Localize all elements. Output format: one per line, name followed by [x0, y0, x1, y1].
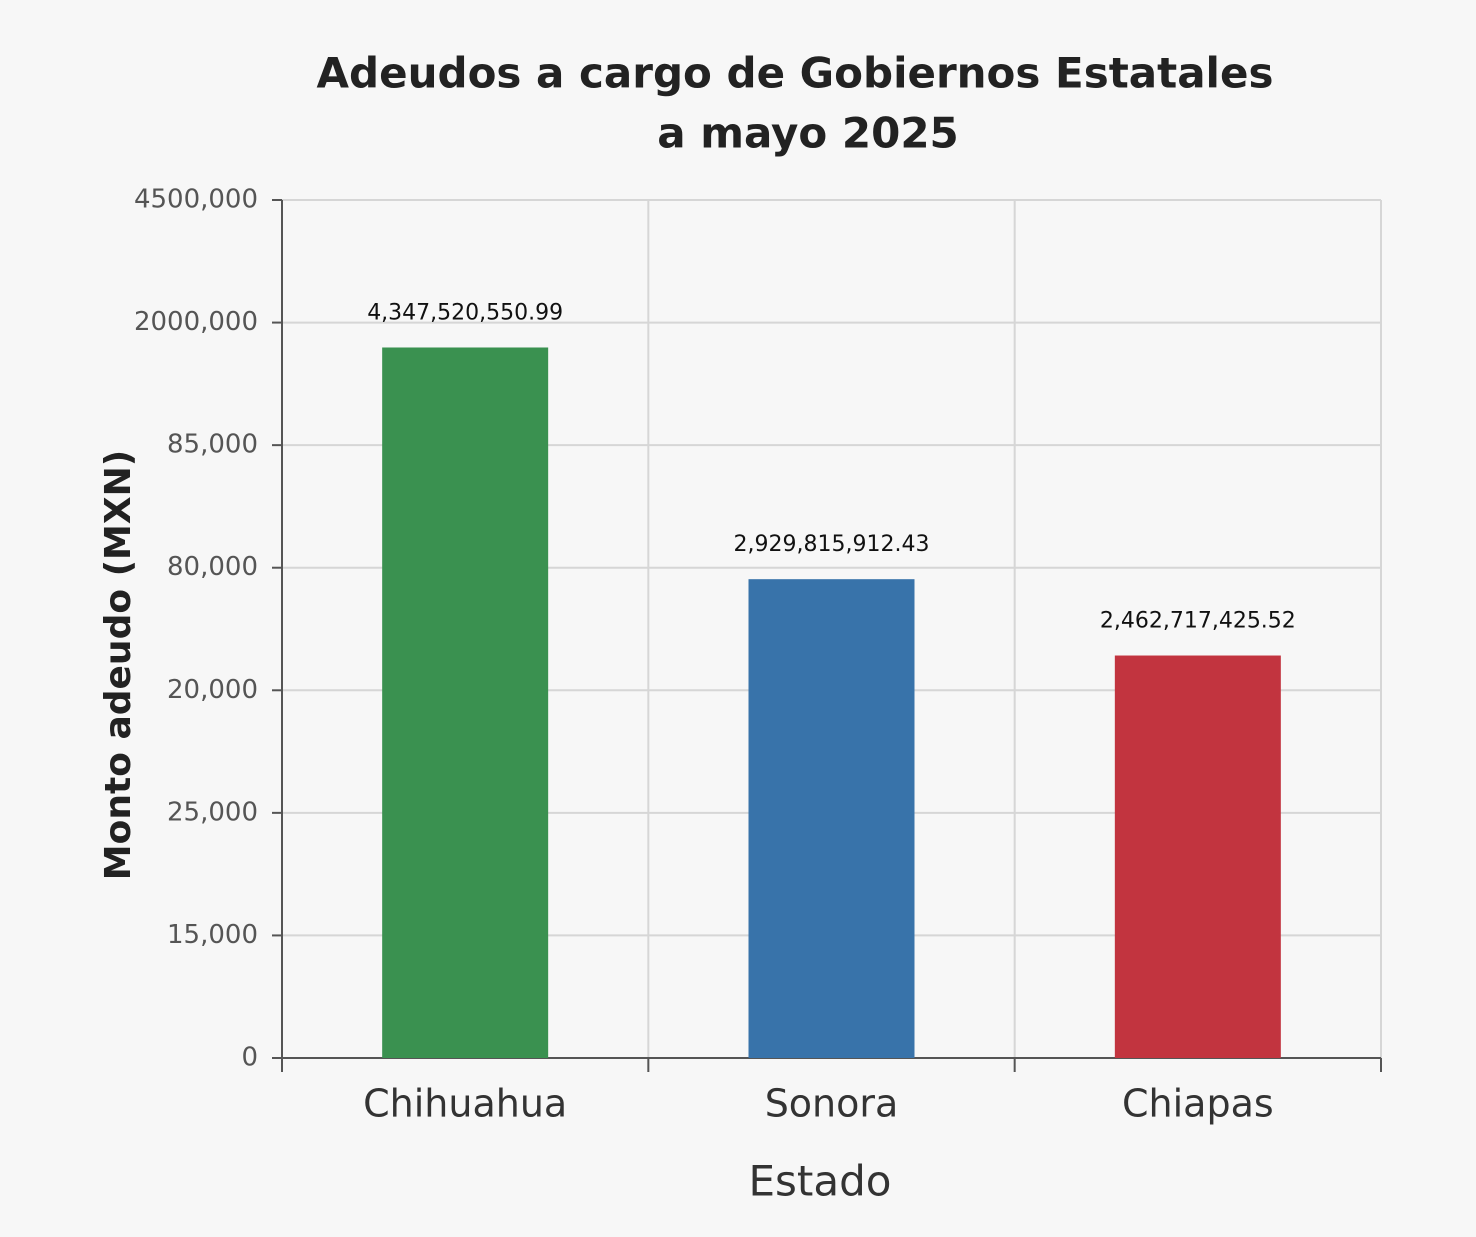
- y-tick-label: 2000,000: [134, 307, 258, 337]
- x-tick-label: Chiapas: [1122, 1082, 1274, 1126]
- chart-title: a mayo 2025: [657, 109, 959, 158]
- x-axis-label: Estado: [749, 1157, 892, 1206]
- bar: [1114, 655, 1281, 1058]
- chart-title: Adeudos a cargo de Gobiernos Estatales: [317, 49, 1274, 98]
- y-axis-label: Monto adeudo (MXN): [98, 450, 139, 880]
- bar: [382, 347, 549, 1058]
- y-tick-label: 0: [241, 1043, 258, 1073]
- y-tick-label: 85,000: [167, 430, 258, 460]
- x-tick-label: Chihuahua: [363, 1082, 567, 1126]
- data-label: 2,929,815,912.43: [734, 532, 930, 557]
- y-tick-label: 4500,000: [134, 185, 258, 215]
- x-tick-label: Sonora: [765, 1082, 899, 1126]
- data-label: 2,462,717,425.52: [1100, 609, 1296, 634]
- data-label: 4,347,520,550.99: [367, 300, 563, 325]
- bar: [748, 579, 915, 1058]
- y-tick-label: 80,000: [167, 552, 258, 582]
- y-tick-label: 25,000: [167, 797, 258, 827]
- y-tick-label: 15,000: [167, 920, 258, 950]
- y-tick-label: 20,000: [167, 675, 258, 705]
